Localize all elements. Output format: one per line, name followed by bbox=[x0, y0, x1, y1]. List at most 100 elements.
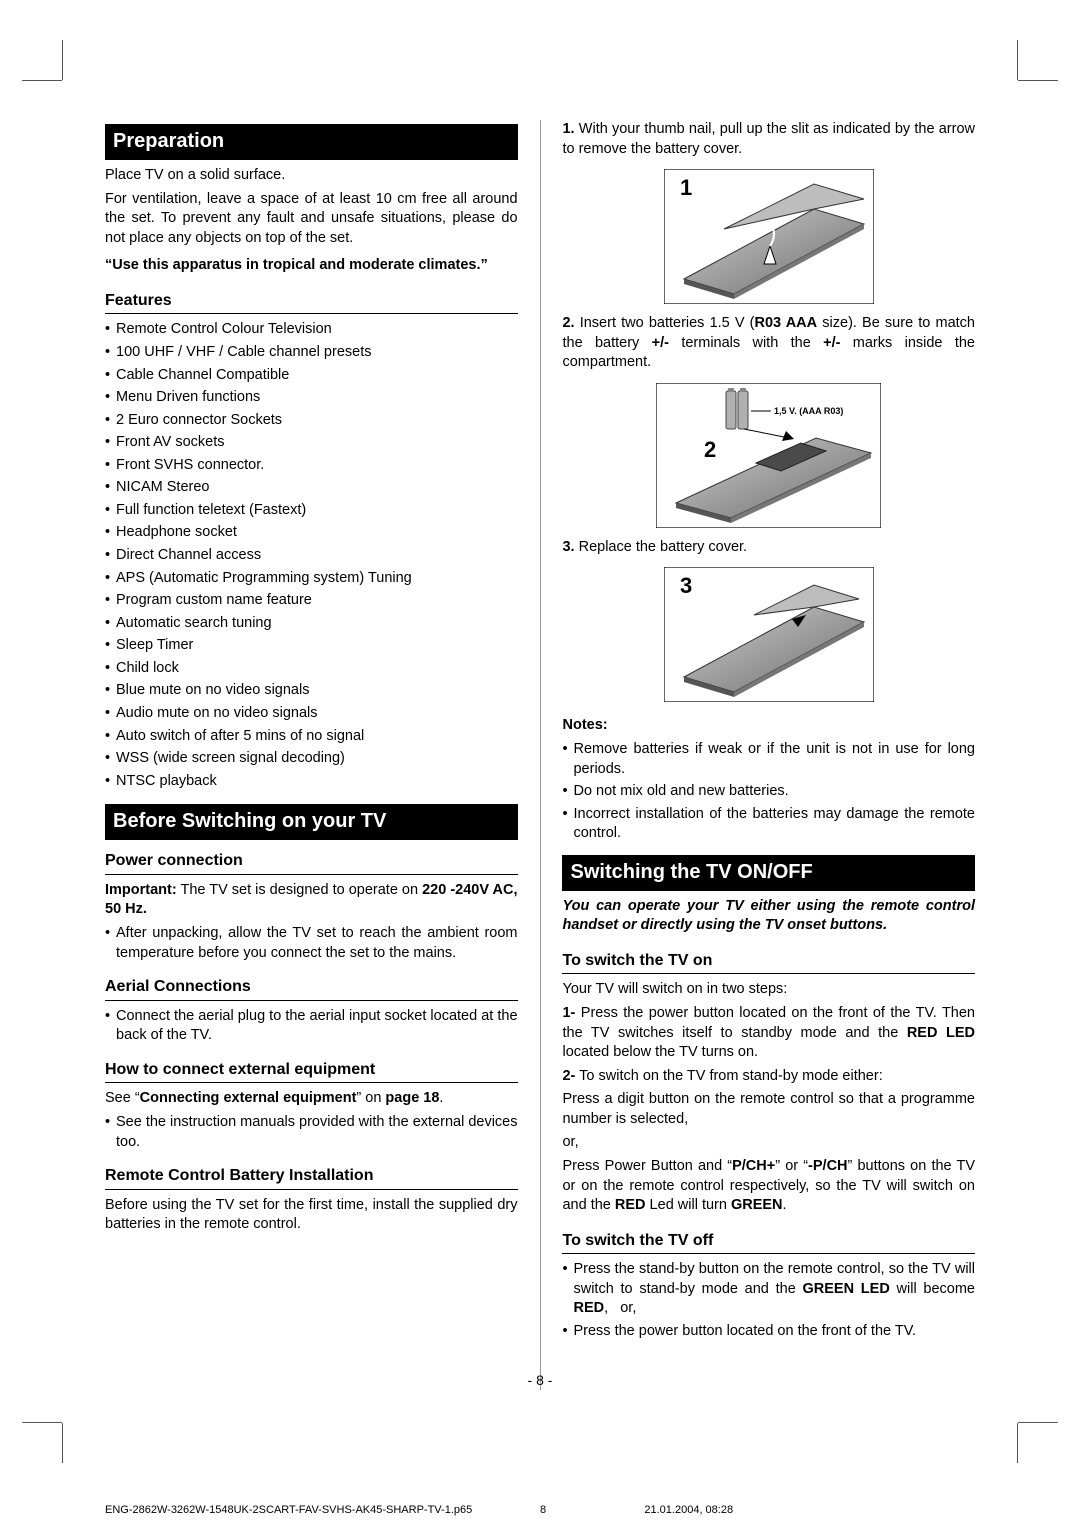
external-see-bold: Connecting external equipment bbox=[140, 1090, 357, 1106]
on-or: or, bbox=[562, 1133, 975, 1153]
on-p3-d: -P/CH bbox=[808, 1158, 847, 1174]
step-3: 3. Replace the battery cover. bbox=[562, 538, 975, 558]
feature-item: Child lock bbox=[105, 659, 518, 679]
off-b2: Press the power button located on the fr… bbox=[562, 1322, 975, 1342]
power-text: The TV set is designed to operate on bbox=[177, 882, 422, 898]
feature-item: NTSC playback bbox=[105, 772, 518, 792]
feature-item: Direct Channel access bbox=[105, 546, 518, 566]
page-number: - 8 - bbox=[105, 1371, 975, 1390]
step-1: 1. With your thumb nail, pull up the sli… bbox=[562, 120, 975, 159]
step-2: 2. Insert two batteries 1.5 V (R03 AAA s… bbox=[562, 314, 975, 373]
step2-pm2: +/- bbox=[823, 335, 840, 351]
power-important: Important: bbox=[105, 882, 177, 898]
features-list: Remote Control Colour Television 100 UHF… bbox=[105, 320, 518, 794]
fig2-num: 2 bbox=[704, 437, 716, 462]
power-para: Important: The TV set is designed to ope… bbox=[105, 881, 518, 920]
step2-mid2: terminals with the bbox=[669, 335, 823, 351]
step3-num: 3. bbox=[562, 539, 574, 555]
step1-num: 1. bbox=[562, 121, 574, 137]
remote-open-icon: 1 bbox=[664, 169, 874, 304]
remote-batteries-icon: 1,5 V. (AAA R03) 2 bbox=[656, 383, 881, 528]
external-see: See “Connecting external equipment” on p… bbox=[105, 1089, 518, 1109]
left-column: Preparation Place TV on a solid surface.… bbox=[105, 120, 518, 1390]
prep-quote: “Use this apparatus in tropical and mode… bbox=[105, 256, 518, 276]
on-p2: Press a digit button on the remote contr… bbox=[562, 1090, 975, 1129]
on-p3-g: Led will turn bbox=[646, 1197, 731, 1213]
heading-switch-off: To switch the TV off bbox=[562, 1230, 975, 1255]
external-see-pre: See “ bbox=[105, 1090, 140, 1106]
aerial-bullet: Connect the aerial plug to the aerial in… bbox=[105, 1007, 518, 1046]
off-b1-b: GREEN LED bbox=[803, 1281, 890, 1297]
feature-item: Program custom name feature bbox=[105, 591, 518, 611]
remote-p: Before using the TV set for the first ti… bbox=[105, 1196, 518, 1235]
on-p3: Press Power Button and “P/CH+” or “-P/CH… bbox=[562, 1157, 975, 1216]
heading-remote-batt: Remote Control Battery Installation bbox=[105, 1165, 518, 1190]
heading-switch-on: To switch the TV on bbox=[562, 950, 975, 975]
feature-item: Blue mute on no video signals bbox=[105, 681, 518, 701]
batt-label: 1,5 V. (AAA R03) bbox=[774, 406, 843, 416]
heading-features: Features bbox=[105, 290, 518, 315]
on-p3-i: . bbox=[783, 1197, 787, 1213]
off-b1-c: will become bbox=[890, 1281, 975, 1297]
on-s1-num: 1- bbox=[562, 1005, 575, 1021]
step2-pre: Insert two batteries 1.5 V ( bbox=[575, 315, 755, 331]
aerial-list: Connect the aerial plug to the aerial in… bbox=[105, 1007, 518, 1049]
column-divider bbox=[540, 120, 541, 1390]
external-see-post: ” on bbox=[356, 1090, 385, 1106]
on-s2-num: 2- bbox=[562, 1068, 575, 1084]
note-item: Do not mix old and new batteries. bbox=[562, 782, 975, 802]
feature-item: Front AV sockets bbox=[105, 433, 518, 453]
feature-item: Automatic search tuning bbox=[105, 614, 518, 634]
feature-item: Audio mute on no video signals bbox=[105, 704, 518, 724]
off-b1-d: RED bbox=[573, 1300, 604, 1316]
remote-closed-icon: 3 bbox=[664, 567, 874, 702]
prep-p1: Place TV on a solid surface. bbox=[105, 166, 518, 186]
notes-heading: Notes: bbox=[562, 716, 975, 736]
feature-item: APS (Automatic Programming system) Tunin… bbox=[105, 569, 518, 589]
off-b1: Press the stand-by button on the remote … bbox=[562, 1260, 975, 1319]
step2-pm1: +/- bbox=[652, 335, 669, 351]
heading-power: Power connection bbox=[105, 850, 518, 875]
feature-item: Cable Channel Compatible bbox=[105, 366, 518, 386]
fig3-num: 3 bbox=[680, 573, 692, 598]
prep-p2: For ventilation, leave a space of at lea… bbox=[105, 190, 518, 249]
notes-list: Remove batteries if weak or if the unit … bbox=[562, 740, 975, 847]
feature-item: Full function teletext (Fastext) bbox=[105, 501, 518, 521]
note-item: Remove batteries if weak or if the unit … bbox=[562, 740, 975, 779]
step1-text: With your thumb nail, pull up the slit a… bbox=[562, 121, 975, 157]
battery-steps: 1. With your thumb nail, pull up the sli… bbox=[562, 120, 975, 163]
figure-3: 3 bbox=[562, 567, 975, 702]
feature-item: Remote Control Colour Television bbox=[105, 320, 518, 340]
on-s1-b: located below the TV turns on. bbox=[562, 1044, 758, 1060]
external-page: page 18 bbox=[385, 1090, 439, 1106]
step2-bold: R03 AAA bbox=[755, 315, 818, 331]
right-column: 1. With your thumb nail, pull up the sli… bbox=[562, 120, 975, 1390]
meta-file: ENG-2862W-3262W-1548UK-2SCART-FAV-SVHS-A… bbox=[105, 1503, 540, 1518]
heading-aerial: Aerial Connections bbox=[105, 976, 518, 1001]
feature-item: Sleep Timer bbox=[105, 636, 518, 656]
figure-1: 1 bbox=[562, 169, 975, 304]
feature-item: NICAM Stereo bbox=[105, 478, 518, 498]
on-p3-h: GREEN bbox=[731, 1197, 783, 1213]
feature-item: Headphone socket bbox=[105, 523, 518, 543]
heading-external: How to connect external equipment bbox=[105, 1059, 518, 1084]
feature-item: 100 UHF / VHF / Cable channel presets bbox=[105, 343, 518, 363]
heading-before-switching: Before Switching on your TV bbox=[105, 804, 518, 840]
onoff-intro: You can operate your TV either using the… bbox=[562, 897, 975, 936]
on-p3-c: ” or “ bbox=[775, 1158, 808, 1174]
heading-onoff: Switching the TV ON/OFF bbox=[562, 855, 975, 891]
heading-preparation: Preparation bbox=[105, 124, 518, 160]
fig1-num: 1 bbox=[680, 175, 692, 200]
page-content: Preparation Place TV on a solid surface.… bbox=[105, 120, 975, 1390]
step2-num: 2. bbox=[562, 315, 574, 331]
power-bullet: After unpacking, allow the TV set to rea… bbox=[105, 924, 518, 963]
feature-item: Menu Driven functions bbox=[105, 388, 518, 408]
on-step1: 1- Press the power button located on the… bbox=[562, 1004, 975, 1063]
figure-2: 1,5 V. (AAA R03) 2 bbox=[562, 383, 975, 528]
meta-date: 21.01.2004, 08:28 bbox=[644, 1503, 975, 1518]
off-list: Press the stand-by button on the remote … bbox=[562, 1260, 975, 1344]
power-list: After unpacking, allow the TV set to rea… bbox=[105, 924, 518, 966]
step3-text: Replace the battery cover. bbox=[575, 539, 748, 555]
off-b1-e: , or, bbox=[604, 1300, 636, 1316]
feature-item: Front SVHS connector. bbox=[105, 456, 518, 476]
